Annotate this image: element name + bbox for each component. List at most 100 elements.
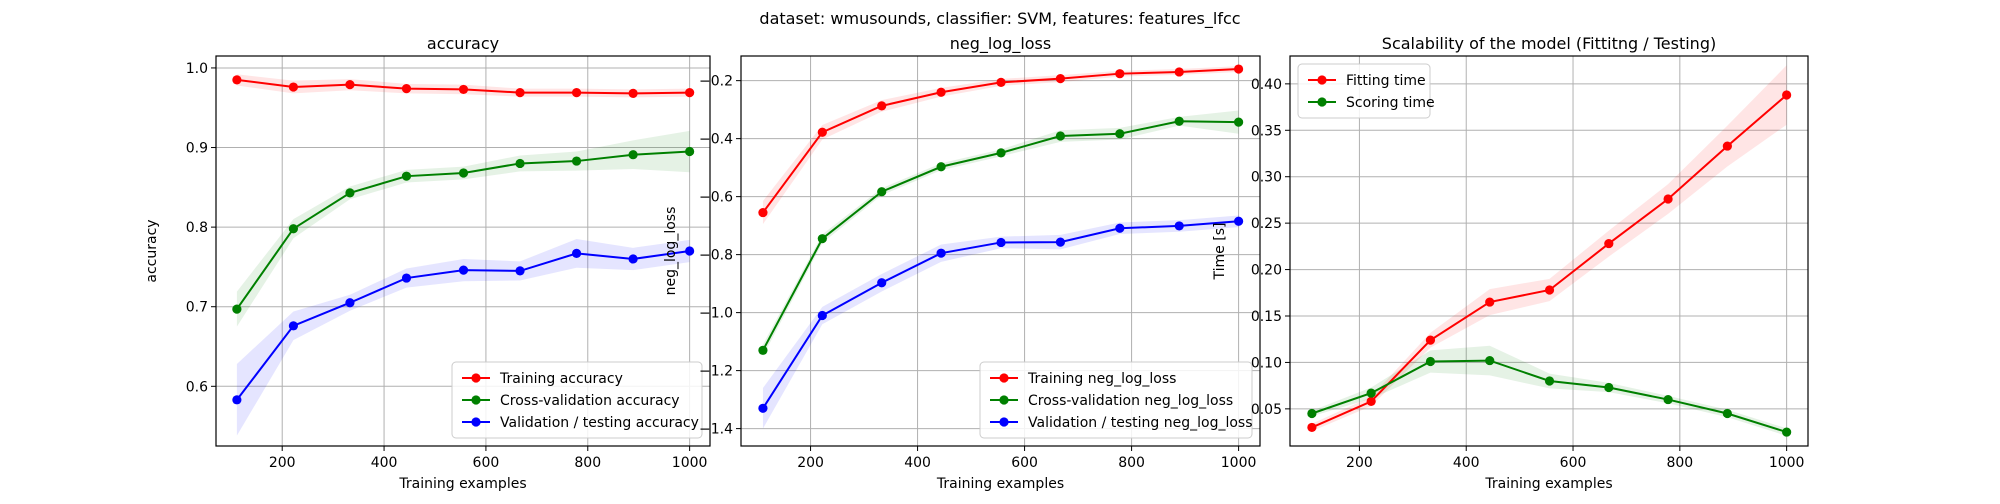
y-axis-label: neg_log_loss: [663, 207, 679, 296]
data-point: [628, 254, 638, 264]
y-tick-label: 0.15: [1251, 309, 1282, 325]
data-point: [1366, 388, 1376, 398]
legend: Training neg_log_loss Cross-validation ne…: [979, 361, 1253, 439]
y-tick-label: −0.8: [699, 248, 733, 264]
y-tick-label: −1.0: [699, 306, 733, 322]
series-line-1: [762, 68, 1239, 214]
data-point: [458, 84, 469, 95]
data-point: [1233, 216, 1244, 226]
data-point: [936, 248, 946, 258]
data-point: [1544, 376, 1555, 386]
legend-marker-1: [999, 373, 1009, 383]
plot-area: [1307, 65, 1792, 437]
legend-label-3: Validation / testing accuracy: [500, 415, 699, 431]
chart-title: Scalability of the model (Fittitng / Tes…: [1382, 34, 1716, 53]
x-tick-label: 200: [269, 455, 296, 471]
series-band-2: [1311, 345, 1787, 436]
chart-title: accuracy: [427, 34, 499, 53]
x-tick-label: 200: [797, 455, 824, 471]
x-tick-label: 400: [371, 455, 398, 471]
legend-label-2: Cross-validation accuracy: [500, 393, 680, 409]
legend-marker-2: [1317, 97, 1327, 107]
legend-box: [1297, 63, 1431, 119]
x-tick-label: 1000: [1769, 455, 1805, 471]
charts: 200 400 600 800 1000 0.6 0.7 0.8 0.9 1.0 accuracy T…: [144, 34, 1809, 492]
legend-label-1: Training neg_log_loss: [1027, 371, 1176, 387]
x-tick-label: 800: [1118, 455, 1145, 471]
data-point: [1115, 69, 1125, 79]
figure-suptitle: dataset: wmusounds, classifier: SVM, fea…: [759, 9, 1240, 29]
data-point: [1055, 237, 1066, 247]
data-point: [1485, 297, 1495, 307]
data-point: [288, 224, 299, 234]
data-point: [458, 265, 469, 275]
legend-marker-1: [1317, 75, 1327, 85]
x-tick-label: 600: [473, 455, 500, 471]
legend-label-3: Validation / testing neg_log_loss: [1028, 415, 1253, 431]
y-axis-label: Time [s]: [1212, 223, 1228, 281]
data-point: [1604, 382, 1614, 393]
data-point: [1233, 64, 1244, 74]
axes-frame: [740, 55, 1261, 447]
data-point: [345, 298, 355, 308]
data-point: [1782, 90, 1792, 100]
data-point: [996, 148, 1006, 158]
data-point: [685, 88, 695, 98]
y-tick-label: 0.8: [186, 220, 208, 236]
data-point: [1604, 238, 1614, 249]
data-point: [515, 88, 525, 98]
data-point: [936, 87, 946, 97]
data-point: [1782, 427, 1792, 437]
x-tick-label: 600: [1560, 455, 1587, 471]
data-point: [1174, 116, 1184, 126]
chart-2: 200 400 600 800 1000 −1.4 −1.2 −1.0 −0.8 −0.6 −0.4…: [663, 34, 1261, 492]
data-point: [996, 237, 1006, 248]
data-point: [1544, 285, 1555, 295]
y-tick-label: 0.35: [1251, 123, 1282, 139]
y-tick-label: −1.4: [699, 422, 733, 438]
data-point: [817, 127, 827, 137]
y-tick-label: 0.9: [186, 141, 208, 157]
plot-area: [758, 64, 1244, 429]
axes-frame: [1289, 55, 1809, 447]
data-point: [877, 278, 887, 288]
data-point: [758, 345, 768, 355]
chart-3: 200 400 600 800 1000 0.05 0.10 0.15 0.20 0.25 0.30…: [1212, 34, 1809, 492]
data-point: [571, 88, 582, 98]
data-point: [1233, 117, 1244, 127]
legend-label-2: Cross-validation neg_log_loss: [1028, 393, 1233, 409]
data-point: [758, 403, 768, 413]
chart-title: neg_log_loss: [950, 34, 1051, 54]
data-point: [1425, 335, 1436, 345]
data-point: [1663, 194, 1673, 204]
y-tick-label: 0.05: [1251, 402, 1282, 418]
legend: Fitting time Scoring time: [1297, 63, 1435, 119]
data-point: [571, 248, 582, 258]
data-point: [345, 188, 355, 198]
chart-1: 200 400 600 800 1000 0.6 0.7 0.8 0.9 1.0 accuracy T…: [144, 34, 711, 492]
legend: Training accuracy Cross-validation accura…: [451, 361, 703, 439]
y-axis-label: accuracy: [144, 219, 160, 282]
legend-marker-2: [471, 395, 481, 405]
data-point: [1663, 394, 1673, 405]
axes-frame: [215, 55, 711, 447]
legend-label-1: Fitting time: [1346, 73, 1426, 89]
x-axis-label: Training examples: [1484, 476, 1612, 492]
data-point: [877, 187, 887, 197]
y-tick-label: 0.30: [1251, 170, 1282, 186]
data-point: [401, 171, 412, 181]
data-point: [628, 150, 638, 160]
x-tick-label: 800: [1666, 455, 1693, 471]
series-line-2: [1311, 359, 1787, 434]
data-point: [1115, 129, 1125, 139]
y-tick-label: −0.6: [699, 190, 733, 206]
legend-marker-1: [471, 373, 481, 383]
y-tick-label: 0.40: [1251, 77, 1282, 93]
series-band-2: [762, 110, 1239, 357]
data-point: [515, 158, 525, 169]
y-tick-label: 0.6: [186, 379, 208, 395]
y-tick-label: −0.2: [699, 74, 733, 90]
x-axis-label: Training examples: [936, 476, 1064, 492]
